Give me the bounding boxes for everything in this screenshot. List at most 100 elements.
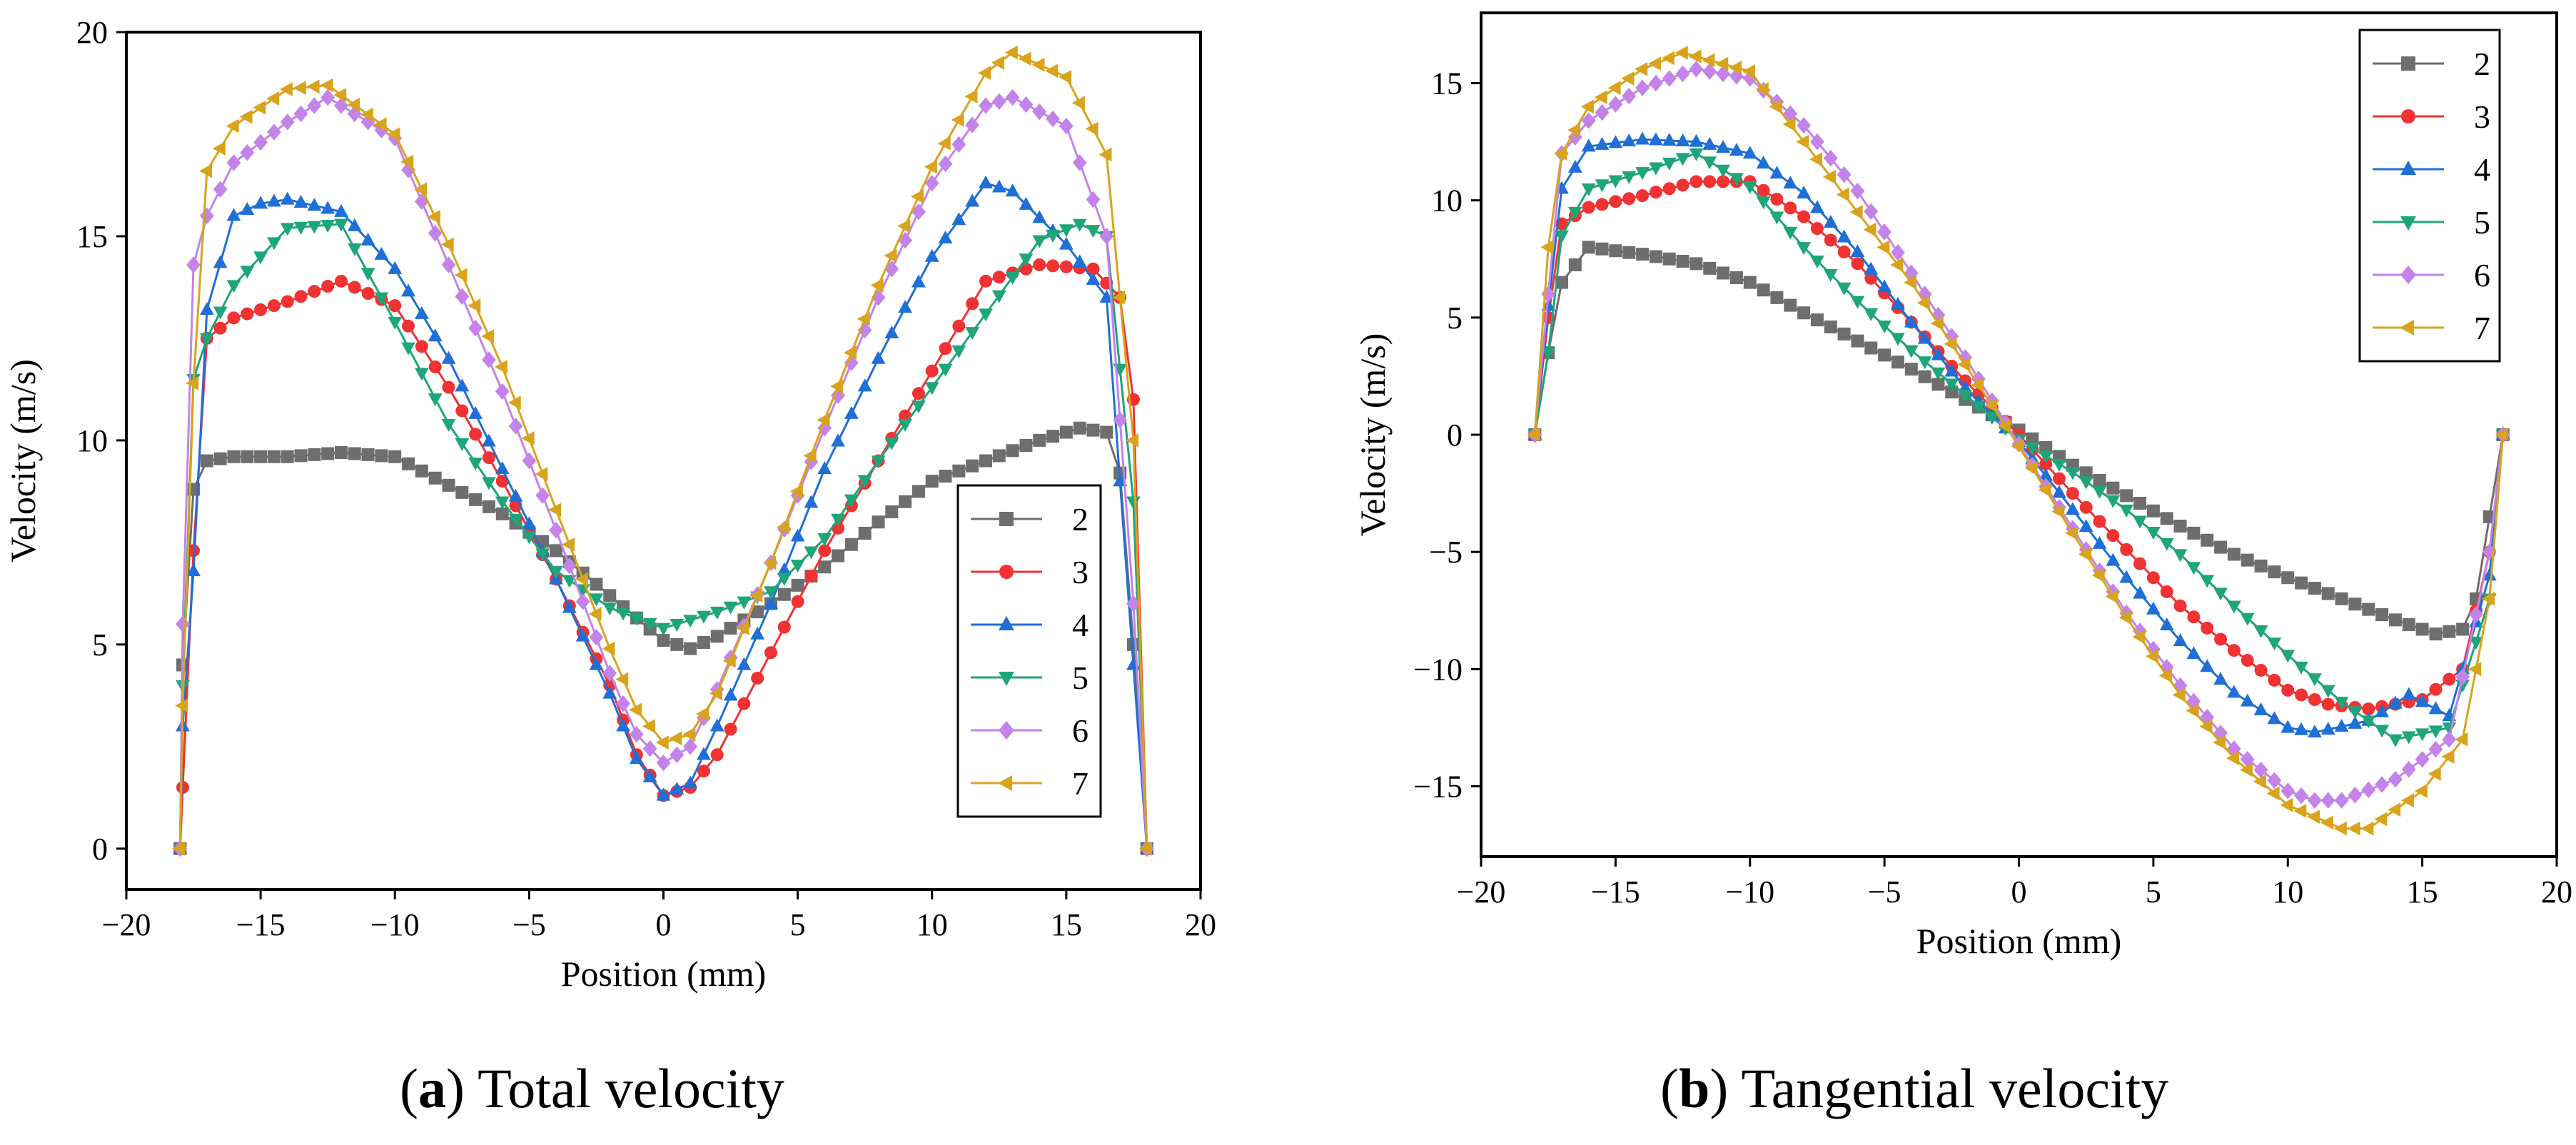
chart-b-series-2-point — [1864, 341, 1878, 355]
chart-a-series-4-point — [602, 685, 617, 699]
chart-a-series-6-point — [642, 740, 657, 757]
chart-a-series-2-point — [992, 449, 1006, 463]
chart-b-series-3-point — [2281, 683, 2295, 697]
chart-b-series-6-point — [2348, 787, 2363, 804]
chart-a-series-6-point — [522, 452, 537, 470]
chart-b-series-5-point — [1971, 400, 1986, 414]
chart-a-series-4-point — [186, 563, 201, 577]
chart-a-series-3-point — [187, 544, 201, 558]
chart-b-series-4-point — [2320, 722, 2335, 735]
chart-b-series-5-point — [1877, 321, 1892, 334]
chart-b-series-5-point — [1864, 308, 1879, 321]
chart-a-series-7-point — [1126, 433, 1139, 448]
chart-a-series-5-point — [307, 221, 322, 234]
chart-b-legend-label: 7 — [2474, 310, 2490, 346]
chart-b-series-3-point — [1824, 233, 1837, 247]
chart-a-series-4-point — [884, 325, 899, 338]
chart-a-series-7-point — [1004, 45, 1018, 60]
chart-a-series-6-point — [267, 123, 281, 141]
chart-a-series-3-point — [361, 287, 375, 301]
chart-b-series-3-point — [2053, 472, 2066, 485]
chart-a-series-2-point — [925, 475, 939, 488]
chart-a-series-5-point — [697, 610, 711, 624]
chart-a-series-7-point — [1085, 121, 1098, 136]
chart-b-series-7-point — [1809, 152, 1823, 167]
chart-b-series-2-point — [2214, 540, 2228, 554]
chart-b-series-5-point — [2106, 495, 2121, 508]
chart-a-series-4-point — [965, 193, 980, 207]
chart-b-series-6-point — [2375, 776, 2390, 793]
chart-b-y-axis-label: Velocity (m/s) — [1353, 333, 1393, 537]
chart-b-series-6-point — [2308, 792, 2322, 809]
chart-b-series-7-point — [2226, 751, 2240, 765]
chart-b-series-3-point — [2362, 702, 2375, 716]
chart-b-series-4-point — [1891, 296, 1905, 310]
chart-a-series-7-point — [253, 100, 266, 115]
chart-a-series-7-point — [857, 311, 870, 326]
chart-a-series-7-point — [924, 159, 937, 174]
chart-b-series-7-point — [2333, 821, 2347, 836]
chart-b-series-5-point — [2361, 715, 2376, 729]
chart-a-series-4-point — [844, 405, 859, 419]
chart-a-series-2-point — [832, 549, 845, 563]
chart-b-series-4-point — [1622, 133, 1637, 146]
chart-b-series-7-point — [1715, 56, 1729, 71]
chart-b-series-2-point — [1757, 283, 1770, 297]
chart-a-series-2-point — [482, 500, 495, 513]
chart-b-series-2-point — [2201, 533, 2214, 547]
chart-a-series-6-point — [253, 133, 268, 151]
chart-a-series-6 — [173, 89, 1154, 857]
chart-b-series-5-point — [1797, 242, 1811, 256]
chart-a-series-4-point — [455, 378, 470, 392]
chart-b-series-3-point — [2254, 663, 2268, 677]
chart-b-series-7-point — [1527, 428, 1540, 442]
chart-a-series-4-point — [991, 179, 1006, 193]
chart-a-series-6-point — [240, 144, 255, 161]
chart-b-series-4-point — [2146, 601, 2161, 615]
chart-b-series-6-point — [2455, 668, 2470, 685]
chart-b-series-7-point — [2024, 460, 2038, 475]
chart-b-series-7-point — [1890, 258, 1904, 272]
chart-b-series-7-point — [1863, 222, 1877, 237]
chart-a-series-2-point — [1086, 423, 1100, 437]
chart-a-series-4-point — [293, 194, 308, 208]
chart-b-series-7-point — [1567, 123, 1581, 138]
chart-a-series-3-point — [254, 303, 268, 316]
chart-b-series-7-point — [1621, 71, 1635, 86]
chart-a-series-2-point — [684, 642, 697, 655]
chart-b-x-tick-label: 10 — [2272, 874, 2303, 909]
chart-a-series-6-point — [965, 116, 980, 133]
chart-a-series-5-point — [1072, 218, 1087, 232]
chart-a-series-6-point — [924, 174, 939, 192]
chart-b-series-2-point — [2429, 627, 2443, 641]
chart-a-series-2-point — [818, 560, 832, 574]
chart-b-series-7-point — [2078, 547, 2091, 562]
chart-b-series-3-point — [2214, 632, 2228, 646]
chart-a-series-7-point — [199, 163, 213, 178]
chart-a-series-6-point — [280, 114, 295, 131]
chart-b-series-2-point — [2254, 559, 2268, 572]
chart-a-x-tick-label: 20 — [1185, 907, 1216, 942]
chart-a-series-6-point — [979, 97, 993, 114]
chart-b-series-6-point — [1716, 65, 1730, 83]
chart-a-legend-label: 4 — [1072, 607, 1089, 643]
chart-a-series-3-point — [966, 297, 979, 311]
chart-b-series-3-point — [2133, 557, 2147, 570]
chart-b-series-7-point — [1930, 316, 1944, 331]
chart-b-series-5-point — [1662, 157, 1677, 171]
chart-a-series-5-point — [374, 292, 389, 306]
chart-b-series-7-point — [2146, 649, 2159, 664]
chart-a-series-5-point — [428, 393, 443, 407]
chart-b-series-3-point — [1622, 192, 1636, 206]
chart-a-series-7-point — [1018, 51, 1031, 66]
chart-b-y-tick-label: 10 — [1431, 183, 1463, 218]
chart-b-legend-swatch-marker — [2401, 109, 2415, 123]
chart-a-series-6-point — [589, 629, 604, 646]
chart-a-series-2-point — [375, 449, 388, 463]
chart-a-series-3-point — [697, 765, 710, 778]
chart-b-series-4-point — [2213, 672, 2228, 685]
chart-a-series-4-point — [831, 433, 845, 447]
chart-b-x-axis-label: Position (mm) — [1916, 921, 2122, 961]
chart-b-series-2-point — [2281, 571, 2295, 585]
chart-a-series-5-point — [1005, 271, 1020, 285]
